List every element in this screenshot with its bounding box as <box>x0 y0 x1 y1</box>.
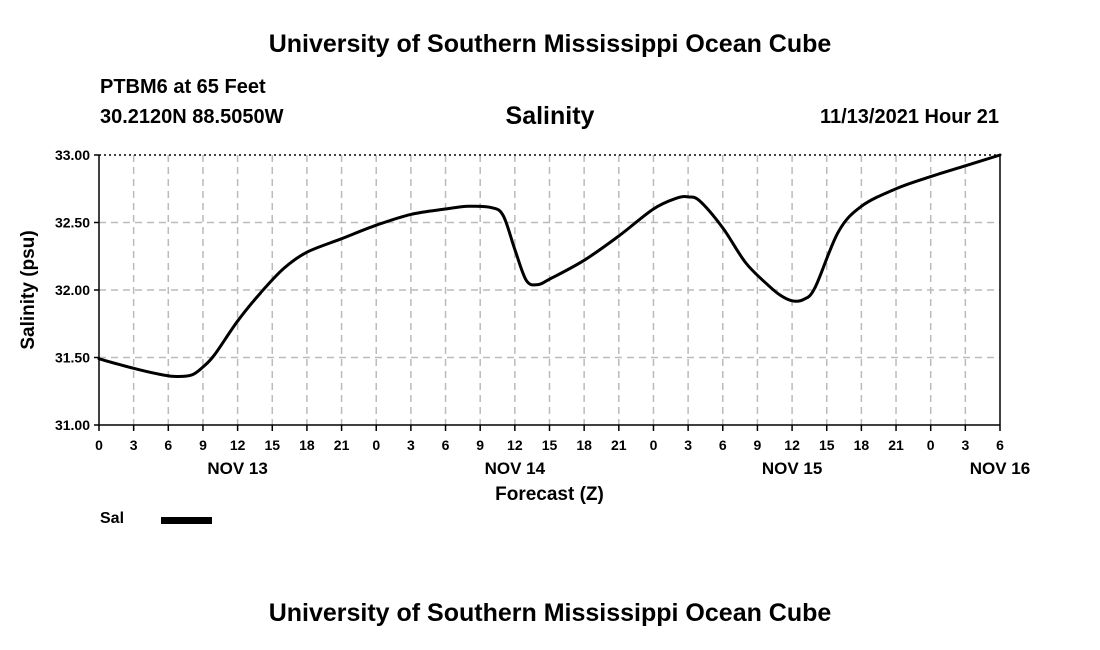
x-tick-label: 6 <box>719 437 727 453</box>
date-label: NOV 15 <box>762 459 822 478</box>
x-tick-label: 18 <box>854 437 870 453</box>
x-tick-label: 0 <box>927 437 935 453</box>
x-tick-label: 12 <box>230 437 246 453</box>
x-axis-title: Forecast (Z) <box>495 484 604 505</box>
station-label: PTBM6 at 65 Feet <box>100 76 266 98</box>
x-tick-label: 9 <box>754 437 762 453</box>
x-tick-label: 15 <box>264 437 280 453</box>
x-tick-label: 9 <box>476 437 484 453</box>
y-tick-label: 31.50 <box>55 350 90 366</box>
x-tick-label: 12 <box>784 437 800 453</box>
x-tick-label: 3 <box>130 437 138 453</box>
x-tick-label: 15 <box>819 437 835 453</box>
x-tick-label: 12 <box>507 437 523 453</box>
y-tick-label: 32.50 <box>55 215 90 231</box>
x-tick-label: 3 <box>407 437 415 453</box>
x-tick-label: 6 <box>164 437 172 453</box>
x-tick-label: 9 <box>199 437 207 453</box>
x-tick-label: 0 <box>372 437 380 453</box>
x-tick-label: 0 <box>650 437 658 453</box>
x-tick-label: 6 <box>442 437 450 453</box>
date-label: NOV 16 <box>970 459 1030 478</box>
x-tick-label: 15 <box>542 437 558 453</box>
footer-title: University of Southern Mississippi Ocean… <box>268 599 832 627</box>
y-tick-label: 32.00 <box>55 282 90 298</box>
date-label: NOV 13 <box>207 459 267 478</box>
chart-title: Salinity <box>505 102 595 130</box>
date-label: NOV 14 <box>485 459 546 478</box>
x-tick-label: 21 <box>611 437 627 453</box>
coordinates-label: 30.2120N 88.5050W <box>100 106 284 128</box>
page-title: University of Southern Mississippi Ocean… <box>268 30 832 58</box>
y-tick-label: 31.00 <box>55 417 90 433</box>
y-axis-title: Salinity (psu) <box>18 230 39 349</box>
legend-label: Sal <box>100 510 125 527</box>
x-tick-label: 3 <box>961 437 969 453</box>
series-line-salinity <box>97 153 1002 379</box>
x-tick-label: 18 <box>576 437 592 453</box>
forecast-timestamp: 11/13/2021 Hour 21 <box>819 106 999 128</box>
x-tick-label: 21 <box>334 437 350 453</box>
x-tick-label: 18 <box>299 437 315 453</box>
x-tick-label: 0 <box>95 437 103 453</box>
x-tick-label: 6 <box>996 437 1004 453</box>
x-tick-label: 21 <box>888 437 904 453</box>
legend-swatch <box>161 517 212 524</box>
x-tick-label: 3 <box>684 437 692 453</box>
y-tick-label: 33.00 <box>55 147 90 163</box>
